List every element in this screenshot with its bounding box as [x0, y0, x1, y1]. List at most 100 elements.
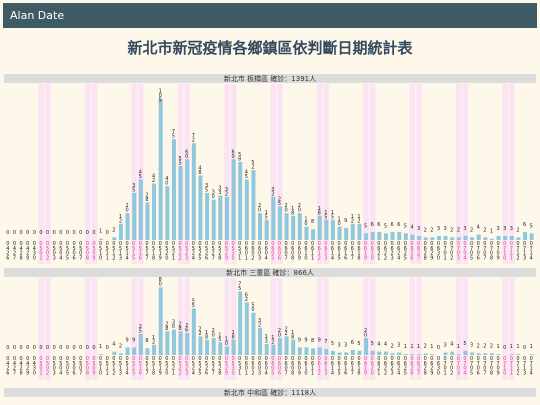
bar — [397, 231, 402, 240]
value-label: 0 — [51, 345, 57, 350]
page-title: 新北市新冠疫情各鄉鎮區依判斷日期統計表 — [127, 39, 413, 57]
value-label: 1 — [98, 344, 104, 349]
bar — [138, 179, 143, 240]
weekend-stripe — [184, 278, 190, 380]
date-label: 0624 — [396, 356, 402, 375]
date-label: 0625 — [402, 241, 408, 260]
bar — [145, 202, 150, 240]
date-label: 0613 — [323, 241, 329, 260]
value-label: 10 — [336, 217, 342, 226]
date-label: 0706 — [475, 241, 481, 260]
value-label: 0 — [5, 230, 11, 235]
value-label: 62 — [243, 292, 249, 301]
date-label: 0613 — [323, 356, 329, 375]
date-label: 0712 — [515, 356, 521, 375]
date-label: 0714 — [528, 356, 534, 375]
value-label: 18 — [230, 330, 236, 339]
date-label: 0618 — [356, 356, 362, 375]
value-label: 3 — [343, 342, 349, 347]
value-label: 0 — [71, 345, 77, 350]
value-label: 0 — [78, 230, 84, 235]
date-label: 0525 — [197, 241, 203, 260]
bar — [456, 354, 461, 355]
date-label: 0704 — [462, 356, 468, 375]
value-label: 15 — [329, 210, 335, 219]
bar — [152, 344, 157, 355]
date-label: 0507 — [78, 356, 84, 375]
bar — [410, 234, 415, 240]
weekend-stripe — [502, 84, 508, 264]
bar — [238, 161, 243, 240]
value-label: 30 — [170, 320, 176, 329]
value-label: 13 — [263, 334, 269, 343]
bar — [284, 336, 289, 355]
value-label: 9 — [303, 337, 309, 342]
value-label: 15 — [263, 210, 269, 219]
bar — [118, 223, 123, 240]
date-label: 0510 — [98, 241, 104, 260]
date-label: 0501 — [38, 241, 44, 260]
date-label: 0626 — [409, 356, 415, 375]
value-label: 2 — [117, 343, 123, 348]
value-label: 0 — [31, 230, 37, 235]
bar — [125, 213, 130, 240]
date-label: 0518 — [151, 356, 157, 375]
weekend-stripe — [323, 278, 330, 380]
value-label: 6 — [349, 340, 355, 345]
date-label: 0511 — [104, 356, 110, 375]
value-label: 5 — [356, 341, 362, 346]
value-label: 12 — [270, 335, 276, 344]
date-label: 0605 — [270, 356, 276, 375]
bar — [489, 353, 494, 355]
date-label: 0426 — [5, 241, 11, 260]
date-label: 0610 — [303, 356, 309, 375]
date-label: 0625 — [402, 356, 408, 375]
date-label: 0628 — [422, 241, 428, 260]
bar — [205, 339, 210, 355]
value-label: 45 — [137, 169, 143, 178]
value-label: 9 — [316, 337, 322, 342]
date-label: 0615 — [336, 356, 342, 375]
bar — [191, 143, 196, 240]
value-label: 5 — [528, 223, 534, 228]
date-label: 0529 — [223, 241, 229, 260]
bar — [370, 350, 375, 355]
bar — [138, 333, 143, 355]
date-label: 0514 — [124, 241, 130, 260]
value-label: 9 — [296, 337, 302, 342]
date-label: 0523 — [184, 241, 190, 260]
value-label: 4 — [475, 225, 481, 230]
bar — [317, 215, 322, 240]
value-label: 50 — [250, 303, 256, 312]
date-label: 0711 — [508, 241, 514, 260]
bar — [291, 215, 296, 240]
date-label: 0601 — [243, 356, 249, 375]
bar — [185, 159, 190, 240]
value-label: 2 — [422, 343, 428, 348]
bar — [523, 231, 528, 240]
date-label: 0628 — [422, 356, 428, 375]
date-label: 0505 — [64, 241, 70, 260]
date-label: 0502 — [45, 356, 51, 375]
bar — [529, 233, 534, 240]
value-label: 25 — [276, 196, 282, 205]
bar — [145, 348, 150, 355]
date-label: 0602 — [250, 356, 256, 375]
date-label: 0531 — [237, 356, 243, 375]
bar — [330, 350, 335, 355]
bar — [503, 235, 508, 240]
bar — [450, 237, 455, 240]
date-label: 0702 — [449, 241, 455, 260]
value-label: 18 — [290, 330, 296, 339]
value-label: 20 — [124, 203, 130, 212]
date-label: 0527 — [210, 241, 216, 260]
bar — [271, 344, 276, 355]
date-label: 0509 — [91, 241, 97, 260]
value-label: 6 — [389, 222, 395, 227]
bar — [311, 229, 316, 240]
bar — [390, 231, 395, 240]
bar — [304, 226, 309, 240]
bar — [317, 347, 322, 355]
weekend-stripe — [224, 278, 230, 380]
date-label: 0502 — [45, 241, 51, 260]
